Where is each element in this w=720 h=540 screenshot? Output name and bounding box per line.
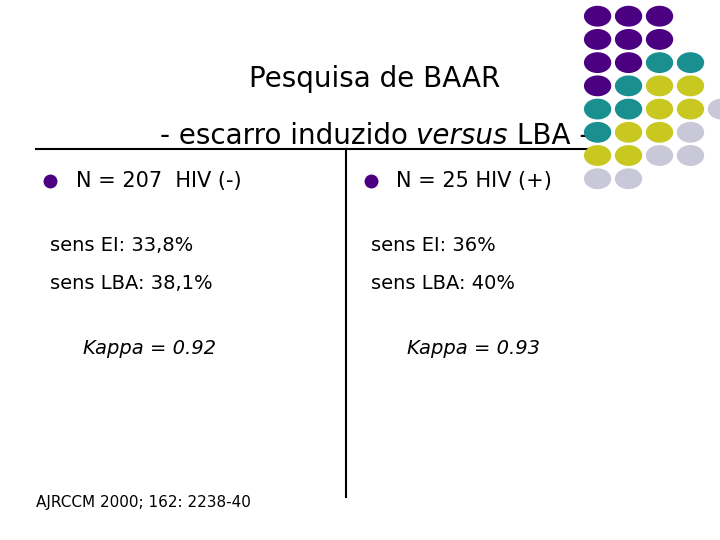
Circle shape [616,76,642,96]
Text: N = 25 HIV (+): N = 25 HIV (+) [396,171,552,191]
Text: versus: versus [416,122,508,150]
Text: sens EI: 36%: sens EI: 36% [371,236,495,255]
Circle shape [616,53,642,72]
Circle shape [647,30,672,49]
Circle shape [585,123,611,142]
Circle shape [616,6,642,26]
Circle shape [585,146,611,165]
Circle shape [585,76,611,96]
Circle shape [678,123,703,142]
Text: AJRCCM 2000; 162: 2238-40: AJRCCM 2000; 162: 2238-40 [36,495,251,510]
Text: sens LBA: 40%: sens LBA: 40% [371,274,515,293]
Circle shape [585,169,611,188]
Circle shape [647,53,672,72]
Circle shape [708,99,720,119]
Circle shape [616,30,642,49]
Text: Kappa = 0.92: Kappa = 0.92 [83,339,216,358]
Text: Pesquisa de BAAR: Pesquisa de BAAR [249,65,500,93]
Text: Kappa = 0.93: Kappa = 0.93 [407,339,540,358]
Circle shape [647,123,672,142]
Circle shape [678,99,703,119]
Circle shape [678,146,703,165]
Text: - escarro induzido: - escarro induzido [160,122,416,150]
Circle shape [647,99,672,119]
Circle shape [616,146,642,165]
Text: sens LBA: 38,1%: sens LBA: 38,1% [50,274,213,293]
Circle shape [585,30,611,49]
Circle shape [678,76,703,96]
Circle shape [647,146,672,165]
Circle shape [647,76,672,96]
Text: N = 207  HIV (-): N = 207 HIV (-) [76,171,241,191]
Circle shape [585,99,611,119]
Circle shape [647,6,672,26]
Circle shape [616,123,642,142]
Circle shape [585,6,611,26]
Circle shape [585,53,611,72]
Circle shape [616,99,642,119]
Circle shape [678,53,703,72]
Text: LBA -: LBA - [508,122,589,150]
Text: sens EI: 33,8%: sens EI: 33,8% [50,236,194,255]
Circle shape [616,169,642,188]
